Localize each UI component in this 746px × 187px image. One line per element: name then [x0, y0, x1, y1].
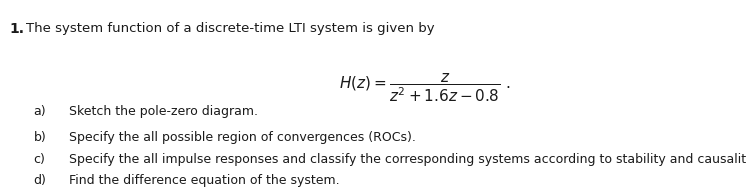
Text: 1.: 1. — [10, 22, 25, 36]
Text: a): a) — [34, 105, 46, 118]
Text: The system function of a discrete-time LTI system is given by: The system function of a discrete-time L… — [26, 22, 435, 36]
Text: c): c) — [34, 153, 46, 166]
Text: b): b) — [34, 131, 46, 144]
Text: Sketch the pole-zero diagram.: Sketch the pole-zero diagram. — [69, 105, 257, 118]
Text: d): d) — [34, 174, 46, 187]
Text: Find the difference equation of the system.: Find the difference equation of the syst… — [69, 174, 339, 187]
Text: $H(z) = \dfrac{z}{z^2 + 1.6z - 0.8}$ .: $H(z) = \dfrac{z}{z^2 + 1.6z - 0.8}$ . — [339, 71, 511, 104]
Text: Specify the all impulse responses and classify the corresponding systems accordi: Specify the all impulse responses and cl… — [69, 153, 746, 166]
Text: Specify the all possible region of convergences (ROCs).: Specify the all possible region of conve… — [69, 131, 416, 144]
